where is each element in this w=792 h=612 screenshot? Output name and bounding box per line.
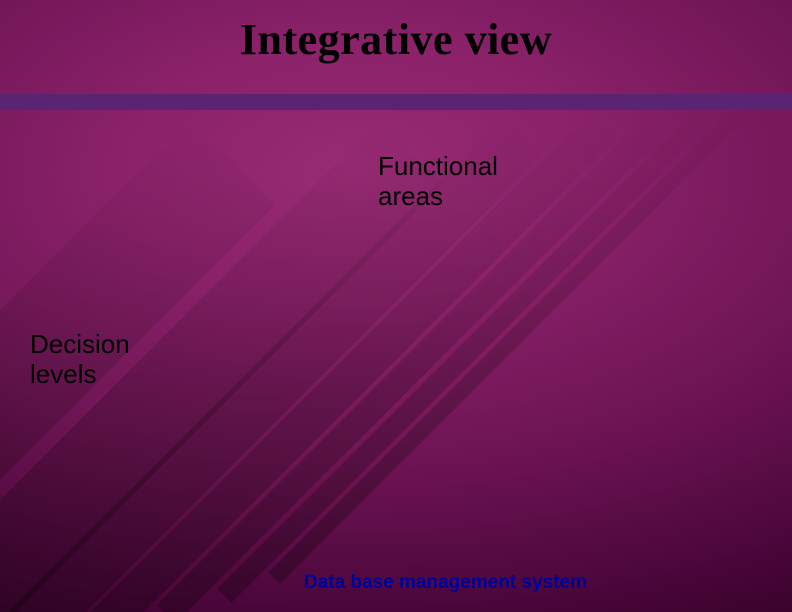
label-functional-areas: Functional areas xyxy=(378,152,498,212)
label-line: levels xyxy=(30,359,96,389)
accent-bar xyxy=(0,94,792,110)
footer-dbms: Data base management system xyxy=(304,572,587,594)
slide: Integrative view Functional areas Decisi… xyxy=(0,0,792,612)
slide-title: Integrative view xyxy=(0,14,792,65)
label-line: Functional xyxy=(378,151,498,181)
label-line: Decision xyxy=(30,329,130,359)
label-line: areas xyxy=(378,181,443,211)
label-decision-levels: Decision levels xyxy=(30,330,130,390)
